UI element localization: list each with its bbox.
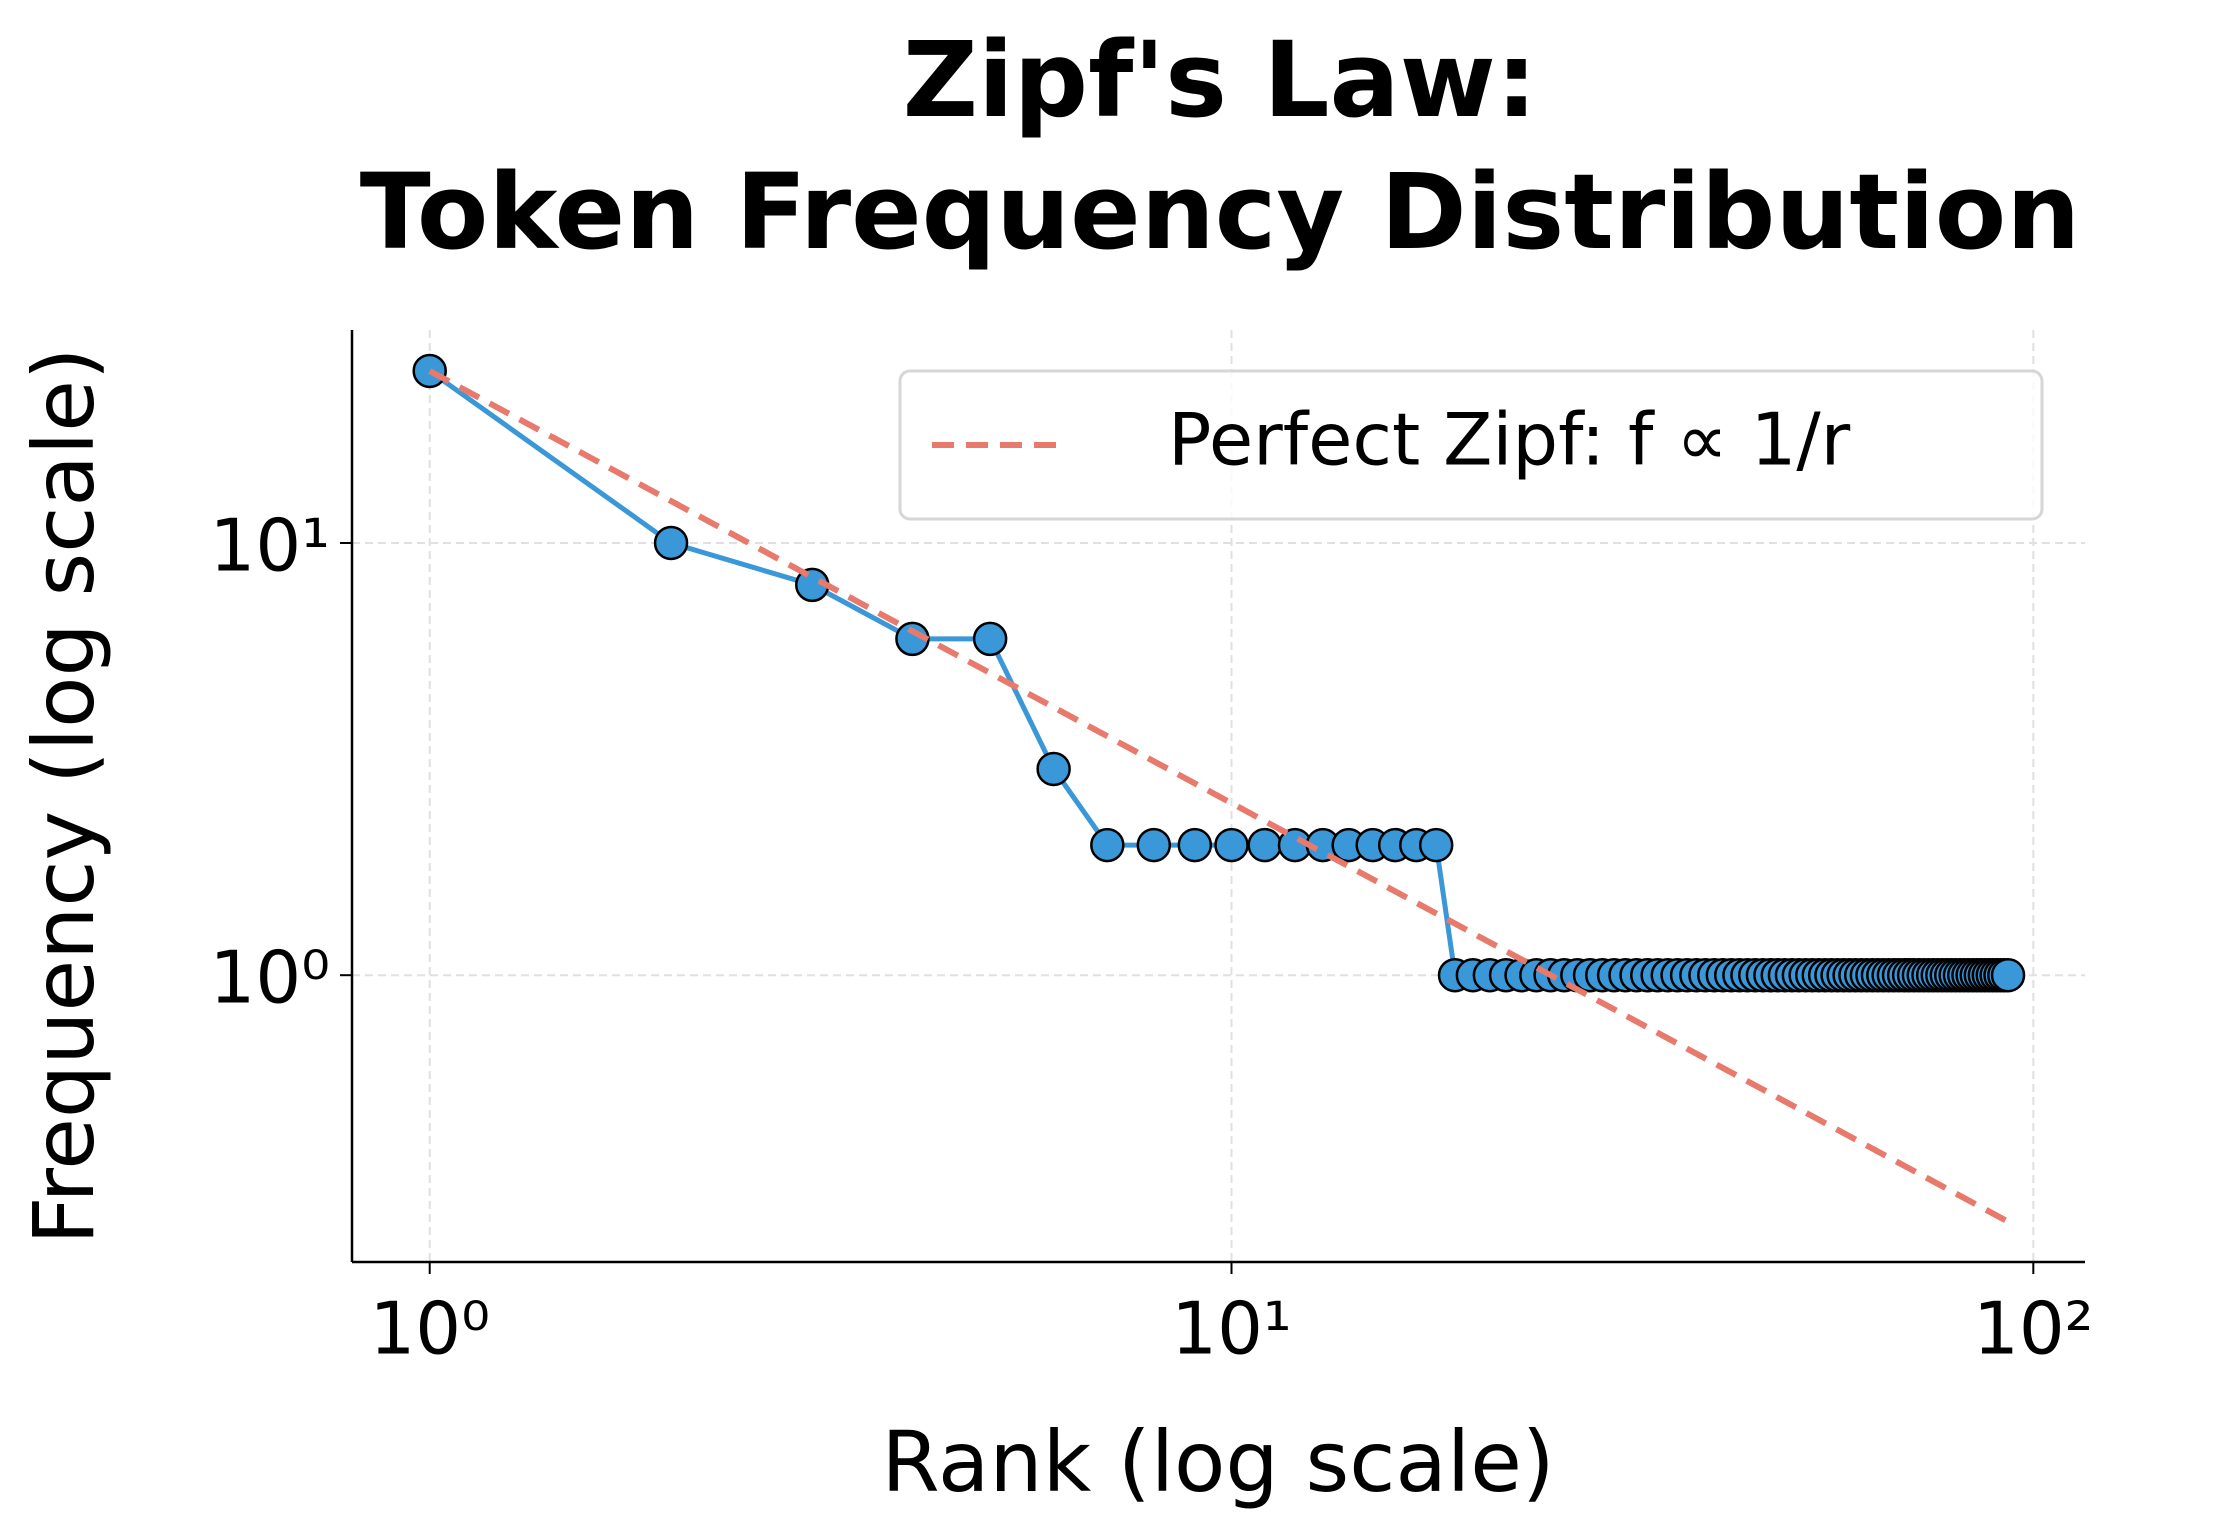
- data-point: [1090, 827, 1125, 863]
- data-point: [1418, 827, 1454, 863]
- data-point: [1177, 827, 1213, 863]
- legend-label: Perfect Zipf: f ∝ 1/r: [1168, 398, 1851, 482]
- data-point: [1214, 827, 1249, 863]
- x-tick-label: 10⁰: [369, 1287, 489, 1371]
- data-point: [653, 525, 689, 561]
- data-point: [1036, 751, 1071, 787]
- data-point: [1136, 827, 1172, 863]
- data-point: [1247, 827, 1282, 863]
- x-tick-label: 10²: [1973, 1287, 2093, 1371]
- legend-box: [898, 369, 2044, 521]
- reference-line: [428, 368, 2010, 1225]
- data-point: [895, 621, 930, 657]
- data-point: [972, 621, 1008, 657]
- data-point: [1990, 957, 2026, 993]
- x-tick-label: 10¹: [1171, 1287, 1291, 1371]
- y-tick-label: 10¹: [210, 503, 330, 587]
- y-tick-label: 10⁰: [210, 936, 330, 1020]
- x-axis-label: Rank (log scale): [881, 1413, 1554, 1511]
- y-axis-label: Frequency (log scale): [15, 347, 113, 1244]
- chart-title: Zipf's Law: Token Frequency Distribution: [360, 19, 2081, 273]
